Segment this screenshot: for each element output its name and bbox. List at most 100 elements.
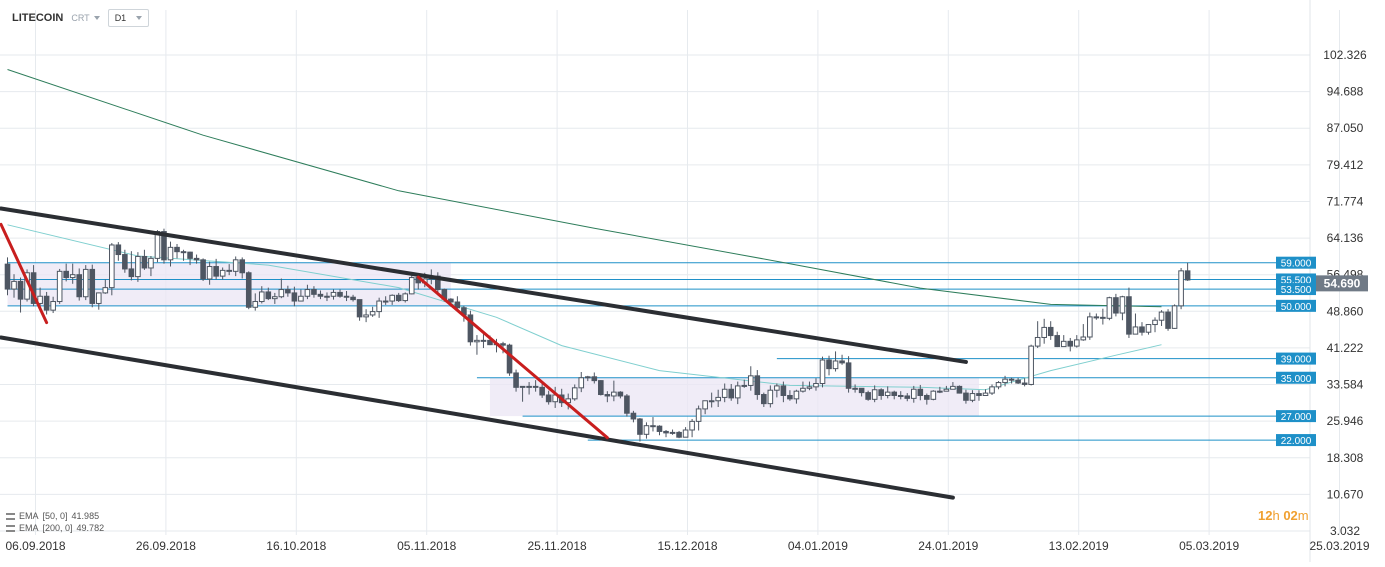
candle-body-down: [617, 391, 624, 397]
candle-body-down: [43, 295, 50, 311]
candle-body-up: [1080, 336, 1087, 341]
candle: [571, 384, 578, 401]
price-axis: 102.32694.68887.05079.41271.77464.13656.…: [1323, 48, 1367, 538]
candle: [891, 390, 898, 400]
candle: [239, 257, 246, 279]
candle: [1002, 375, 1008, 387]
trend-line-red: [416, 275, 609, 440]
candle: [539, 383, 545, 398]
candle: [480, 334, 487, 349]
date-tick-label: 26.09.2018: [136, 539, 196, 553]
level-label: 22.000: [1281, 436, 1312, 447]
candle: [910, 385, 917, 403]
candle: [806, 381, 813, 391]
level-label-box: [1276, 410, 1316, 423]
candle-body-down: [924, 394, 930, 400]
candle-body-up: [950, 385, 956, 390]
candle-body-down: [1113, 297, 1119, 314]
level-label: 39.000: [1281, 355, 1312, 366]
candle-body-down: [317, 293, 324, 297]
candle-body-down: [448, 298, 454, 303]
price-tick-label: 87.050: [1327, 121, 1364, 135]
candle-body-up: [389, 294, 395, 302]
candle-body-down: [963, 392, 969, 401]
candle: [598, 380, 604, 396]
candle: [930, 390, 937, 401]
candle: [11, 274, 17, 298]
candle: [545, 390, 552, 405]
candle-body-up: [969, 393, 976, 401]
candle: [454, 296, 461, 309]
candle-body-up: [1158, 311, 1165, 321]
candle: [226, 264, 232, 276]
candle: [793, 389, 800, 404]
candle: [832, 351, 839, 372]
candle-body-up: [852, 387, 858, 390]
candle: [206, 261, 213, 285]
candle-body-down: [1067, 340, 1074, 347]
candle-body-up: [734, 385, 741, 399]
indicator-ema50[interactable]: EMA [50, 0] 41.985: [6, 510, 104, 522]
candle-body-down: [787, 394, 793, 400]
candle-body-up: [1178, 270, 1184, 307]
candle-body-up: [1034, 336, 1041, 347]
candle: [950, 382, 956, 390]
candle: [356, 299, 363, 321]
candle: [213, 258, 219, 280]
level-label-box: [1276, 352, 1316, 365]
candle: [1184, 262, 1191, 281]
instrument-type-label: CRT: [71, 13, 90, 23]
indicator-ema200[interactable]: EMA [200, 0] 49.782: [6, 522, 104, 534]
candle-body-up: [1119, 296, 1126, 314]
candle-body-up: [1041, 326, 1047, 338]
candle: [995, 381, 1002, 390]
candle: [878, 388, 884, 400]
candle-body-up: [382, 300, 389, 303]
timeframe-select[interactable]: D1: [107, 9, 150, 27]
candle-body-down: [754, 375, 761, 396]
candle-body-down: [976, 393, 982, 396]
candle-body-down: [487, 339, 493, 346]
candle-body-down: [76, 274, 83, 298]
candle-body-up: [330, 291, 337, 297]
candle-body-down: [878, 389, 884, 396]
candle: [852, 384, 858, 393]
candle-body-up: [37, 295, 43, 304]
candle-body-down: [265, 291, 272, 300]
candle-body-down: [1139, 326, 1145, 333]
candle-body-up: [402, 293, 409, 302]
price-tick-label: 48.860: [1327, 304, 1364, 318]
menu-icon[interactable]: [6, 512, 15, 520]
candle-body-down: [245, 272, 252, 308]
candle: [252, 293, 259, 311]
candle: [193, 254, 200, 264]
level-label: 55.500: [1281, 275, 1312, 286]
candle-body-down: [63, 270, 69, 279]
candle-body-up: [682, 429, 689, 438]
candle-body-up: [526, 385, 532, 388]
candle: [89, 264, 96, 308]
instrument-type-select[interactable]: CRT: [71, 13, 100, 23]
candle: [630, 410, 637, 423]
candle-body-down: [467, 314, 474, 343]
candle-body-up: [376, 300, 382, 313]
candle: [871, 385, 878, 403]
candle-body-up: [669, 431, 676, 434]
candle: [721, 383, 728, 403]
candle-body-down: [761, 394, 767, 405]
candle-body-down: [513, 372, 519, 388]
candle-body-up: [219, 269, 226, 277]
candle-body-up: [278, 289, 285, 298]
candle: [1119, 295, 1126, 321]
timeframe-label: D1: [114, 13, 127, 23]
candle: [682, 427, 689, 438]
candle-body-up: [167, 246, 174, 261]
candle-body-down: [904, 395, 911, 399]
candle: [937, 386, 943, 394]
indicator-value: 49.782: [76, 523, 105, 533]
candle-body-up: [819, 359, 826, 385]
menu-icon[interactable]: [6, 524, 15, 532]
indicator-label: EMA: [19, 511, 39, 521]
candle-body-up: [1106, 297, 1113, 319]
